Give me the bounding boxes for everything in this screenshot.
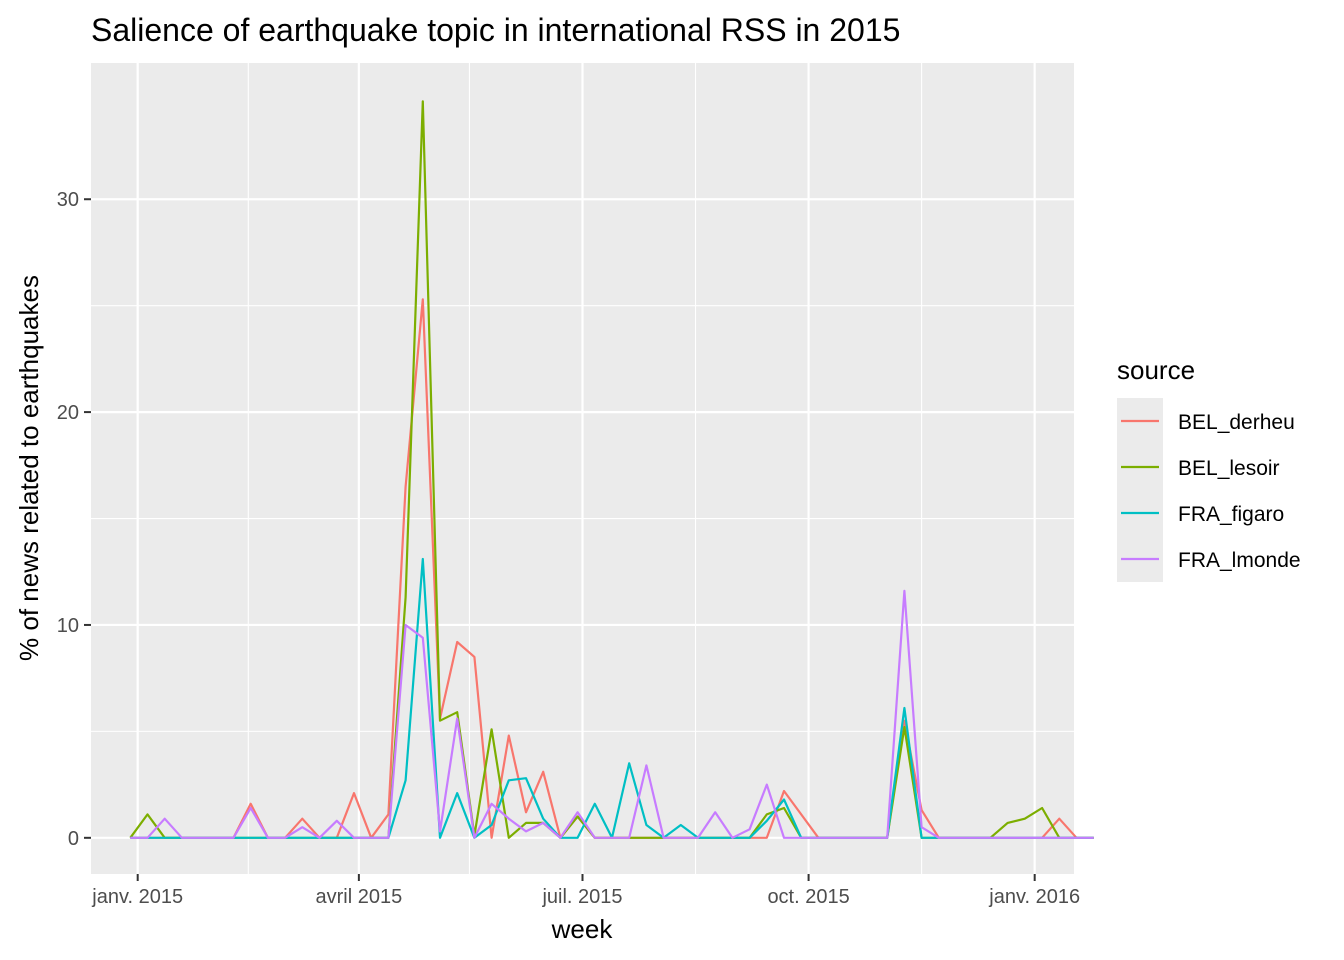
legend-title: source [1117, 355, 1195, 385]
legend: source BEL_derheu BEL_lesoir FRA_figaro FRA… [1117, 355, 1301, 582]
x-tick-label: janv. 2015 [91, 886, 183, 908]
y-axis-title: % of news related to earthquakes [14, 275, 44, 661]
y-axis: 0 10 20 30 [57, 189, 91, 850]
y-tick-label: 10 [57, 615, 79, 637]
legend-label: BEL_derheu [1178, 411, 1295, 434]
y-tick-label: 20 [57, 402, 79, 424]
x-tick-label: avril 2015 [316, 886, 403, 908]
x-tick-label: oct. 2015 [767, 886, 849, 908]
x-axis: janv. 2015 avril 2015 juil. 2015 oct. 2015 j… [91, 874, 1080, 908]
x-axis-title: week [551, 914, 614, 944]
x-tick-label: janv. 2016 [988, 886, 1080, 908]
chart-title: Salience of earthquake topic in internat… [91, 12, 900, 48]
legend-label: FRA_lmonde [1178, 549, 1301, 572]
legend-label: BEL_lesoir [1178, 457, 1280, 480]
series-line-fra-lmonde [130, 589, 1094, 839]
x-tick-label: juil. 2015 [541, 886, 622, 908]
legend-key-background [1117, 398, 1163, 582]
legend-label: FRA_figaro [1178, 503, 1284, 526]
y-tick-label: 30 [57, 189, 79, 211]
y-tick-label: 0 [68, 828, 79, 850]
series-lines [129, 100, 1094, 839]
